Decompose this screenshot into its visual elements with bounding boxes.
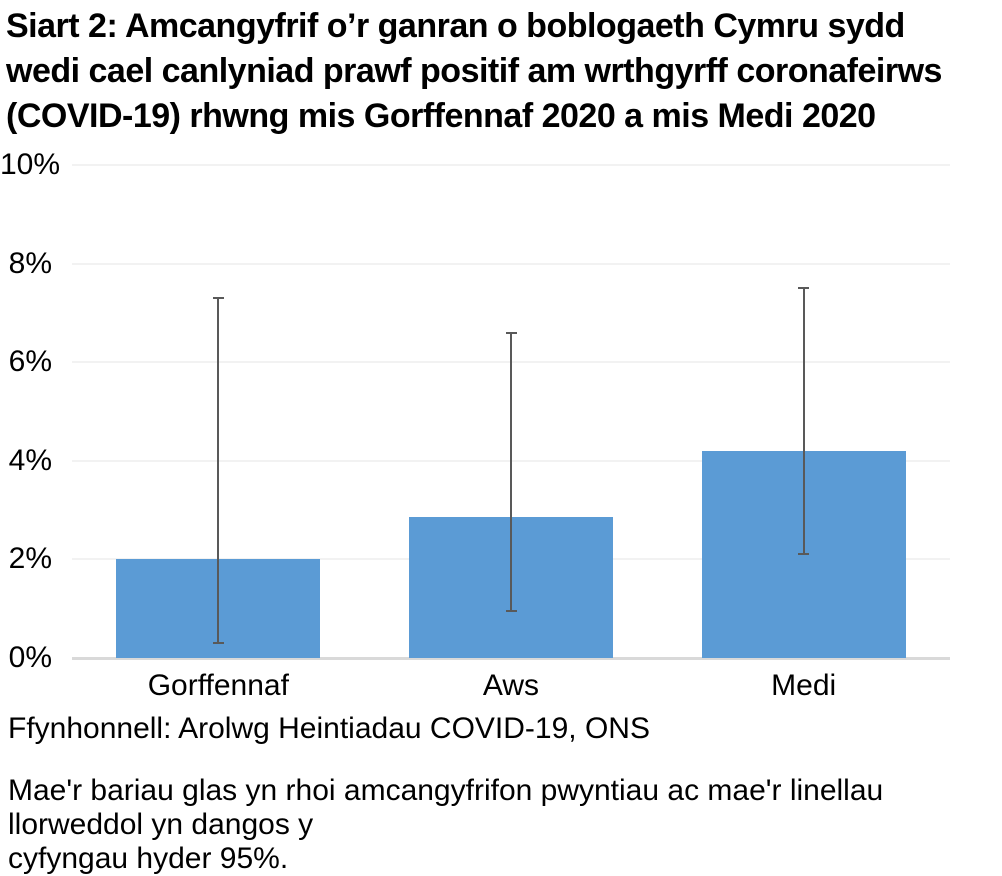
error-bar-cap-top xyxy=(505,331,517,334)
page-title-line-1: Siart 2: Amcangyfrif o’r ganran o boblog… xyxy=(6,7,905,45)
error-bar-line xyxy=(510,332,512,612)
bar-chart: 0% 2% 4% 6% 8% 10% Gorffennaf Aws Medi xyxy=(0,148,950,702)
y-tick-label: 8% xyxy=(8,246,52,280)
error-bar-cap-bottom xyxy=(798,553,810,556)
y-tick-label: 10% xyxy=(0,148,61,181)
gridline xyxy=(72,656,950,660)
error-bar-cap-top xyxy=(798,287,810,290)
gridline xyxy=(72,262,950,265)
y-tick-label: 6% xyxy=(8,345,52,379)
chart-footnote-line-2: cyfyngau hyder 95%. xyxy=(8,842,289,875)
page-title-line-3: (COVID-19) rhwng mis Gorffennaf 2020 a m… xyxy=(6,97,876,135)
y-tick-label: 2% xyxy=(8,542,52,576)
page-title-line-2: wedi cael canlyniad prawf positif am wrt… xyxy=(6,52,942,90)
error-bar-cap-top xyxy=(212,297,224,300)
x-tick-label: Aws xyxy=(482,669,540,702)
error-bar-cap-bottom xyxy=(212,642,224,645)
error-bar-line xyxy=(802,288,805,555)
chart-footnote-line-1: Mae'r bariau glas yn rhoi amcangyfrifon … xyxy=(8,774,884,841)
y-tick-label: 0% xyxy=(8,641,52,674)
gridline xyxy=(72,164,950,166)
error-bar-line xyxy=(217,298,220,644)
page-title: Siart 2: Amcangyfrif o’r ganran o boblog… xyxy=(6,4,942,139)
y-tick-label: 4% xyxy=(8,443,52,477)
source-note: Ffynhonnell: Arolwg Heintiadau COVID-19,… xyxy=(8,712,650,745)
chart-footnote: Mae'r bariau glas yn rhoi amcangyfrifon … xyxy=(8,774,1002,876)
error-bar-cap-bottom xyxy=(505,610,517,613)
x-tick-label: Gorffennaf xyxy=(147,669,289,702)
x-tick-label: Medi xyxy=(771,669,837,702)
